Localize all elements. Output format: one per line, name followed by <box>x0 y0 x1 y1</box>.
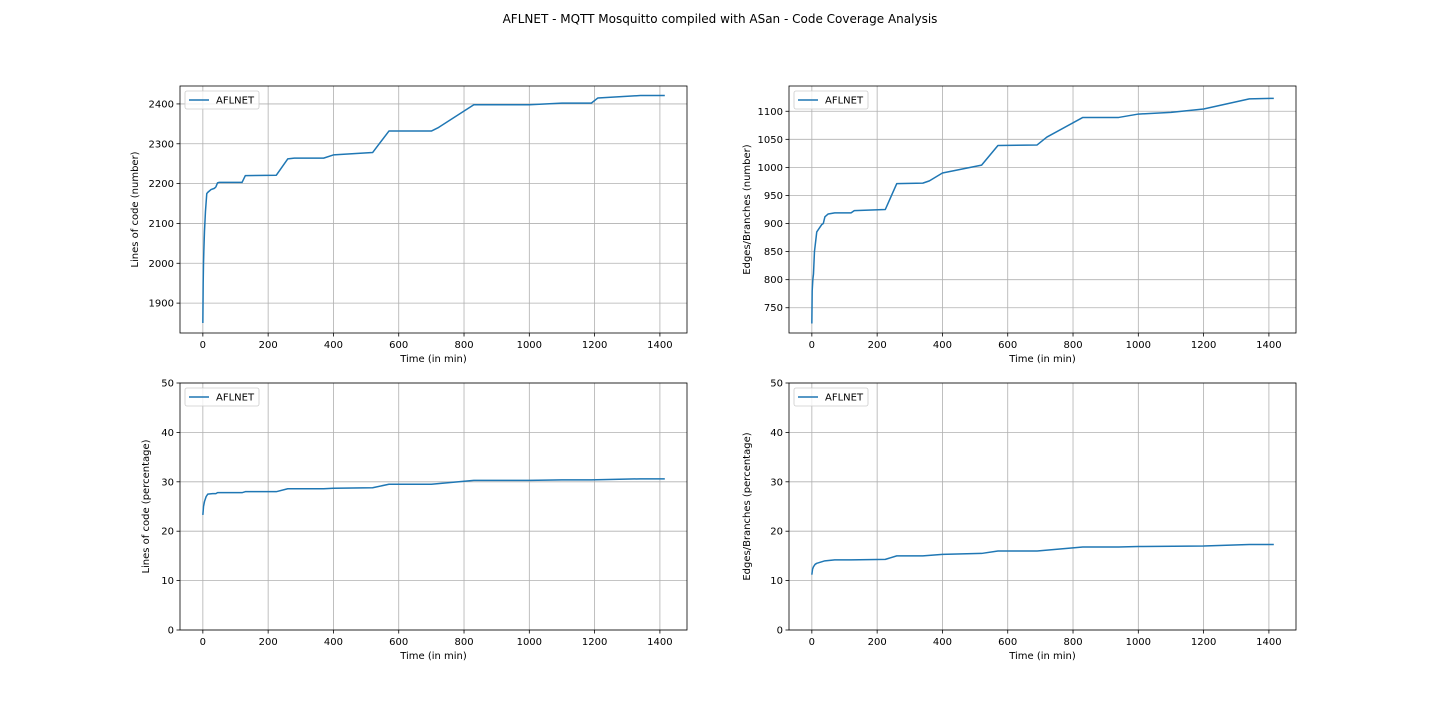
y-tick-label: 1900 <box>149 299 174 310</box>
y-tick-label: 900 <box>764 219 783 230</box>
figure-title: AFLNET - MQTT Mosquitto compiled with AS… <box>503 12 938 26</box>
y-tick-label: 750 <box>764 303 783 314</box>
x-tick-label: 400 <box>933 637 952 648</box>
x-tick-label: 800 <box>454 340 473 351</box>
y-axis-label: Edges/Branches (percentage) <box>742 432 753 580</box>
y-tick-label: 2100 <box>149 219 174 230</box>
chart-loc-count: 0 200 400 600 800 1000 1200 1400 1900 2000 2100 220… <box>130 85 688 365</box>
x-tick-label: 1400 <box>1256 637 1281 648</box>
series-line-aflnet <box>202 94 665 324</box>
legend-box <box>793 387 869 407</box>
legend-label: AFLNET <box>825 96 864 107</box>
y-tick-label: 50 <box>161 379 174 390</box>
x-tick-label: 400 <box>933 340 952 351</box>
x-tick-label: 200 <box>259 637 278 648</box>
plot-area <box>789 383 1296 630</box>
chart-edges-count: 0 200 400 600 800 1000 1200 1400 750 800 850 900 950… <box>742 85 1297 365</box>
x-axis-label: Time (in min) <box>1008 354 1076 365</box>
x-tick-label: 1200 <box>582 340 607 351</box>
x-tick-label: 0 <box>809 637 815 648</box>
legend-box <box>793 90 869 110</box>
y-tick-label: 1100 <box>758 107 783 118</box>
series-line-aflnet <box>202 478 665 515</box>
x-tick-label: 800 <box>454 637 473 648</box>
y-axis-label: Lines of code (percentage) <box>141 439 152 573</box>
y-tick-label: 30 <box>770 477 783 488</box>
legend: AFLNET <box>793 90 869 110</box>
x-tick-label: 1000 <box>517 637 542 648</box>
y-tick-label: 40 <box>770 428 783 439</box>
y-tick-label: 2400 <box>149 99 174 110</box>
y-tick-label: 1050 <box>758 135 783 146</box>
x-tick-label: 200 <box>259 340 278 351</box>
y-tick-label: 20 <box>770 527 783 538</box>
x-tick-label: 400 <box>324 340 343 351</box>
x-axis-label: Time (in min) <box>1008 651 1076 662</box>
chart-edges-pct: 0 200 400 600 800 1000 1200 1400 0 10 20 30 40 50 Time… <box>742 379 1297 662</box>
y-tick-label: 2000 <box>149 259 174 270</box>
x-tick-label: 1000 <box>517 340 542 351</box>
legend: AFLNET <box>793 387 869 407</box>
y-tick-label: 850 <box>764 247 783 258</box>
x-tick-label: 600 <box>998 340 1017 351</box>
y-tick-label: 10 <box>161 576 174 587</box>
axes-frame <box>788 382 1297 631</box>
legend: AFLNET <box>184 387 260 407</box>
plot-area <box>180 86 687 333</box>
x-tick-label: 1200 <box>582 637 607 648</box>
x-tick-label: 1400 <box>647 340 672 351</box>
x-tick-label: 0 <box>200 340 206 351</box>
x-tick-label: 1400 <box>647 637 672 648</box>
axes-frame <box>179 382 688 631</box>
series-line-aflnet <box>811 97 1274 324</box>
y-tick-label: 2200 <box>149 179 174 190</box>
x-tick-label: 600 <box>389 340 408 351</box>
chart-loc-pct: 0 200 400 600 800 1000 1200 1400 0 10 20 30 40 50 Time… <box>141 379 688 662</box>
plot-area <box>180 383 687 630</box>
x-axis-label: Time (in min) <box>399 354 467 365</box>
x-tick-label: 600 <box>389 637 408 648</box>
y-axis-label: Edges/Branches (number) <box>742 144 753 274</box>
x-tick-label: 1200 <box>1191 340 1216 351</box>
x-tick-label: 0 <box>200 637 206 648</box>
y-axis-label: Lines of code (number) <box>130 151 141 267</box>
x-tick-label: 400 <box>324 637 343 648</box>
y-tick-label: 50 <box>770 379 783 390</box>
y-tick-label: 40 <box>161 428 174 439</box>
x-tick-label: 800 <box>1063 340 1082 351</box>
x-tick-label: 200 <box>868 637 887 648</box>
legend-box <box>184 90 260 110</box>
y-tick-label: 20 <box>161 527 174 538</box>
y-tick-label: 0 <box>168 626 174 637</box>
x-tick-label: 1000 <box>1126 637 1151 648</box>
legend-label: AFLNET <box>216 96 255 107</box>
y-tick-label: 30 <box>161 477 174 488</box>
axes-frame <box>179 85 688 334</box>
x-tick-label: 0 <box>809 340 815 351</box>
x-tick-label: 200 <box>868 340 887 351</box>
y-tick-label: 800 <box>764 275 783 286</box>
legend-label: AFLNET <box>825 393 864 404</box>
x-tick-label: 1000 <box>1126 340 1151 351</box>
x-axis-label: Time (in min) <box>399 651 467 662</box>
y-tick-label: 1000 <box>758 163 783 174</box>
x-tick-label: 600 <box>998 637 1017 648</box>
y-tick-label: 10 <box>770 576 783 587</box>
y-tick-label: 2300 <box>149 139 174 150</box>
x-tick-label: 1400 <box>1256 340 1281 351</box>
legend-label: AFLNET <box>216 393 255 404</box>
series-line-aflnet <box>811 543 1274 575</box>
y-tick-label: 0 <box>777 626 783 637</box>
x-tick-label: 800 <box>1063 637 1082 648</box>
legend: AFLNET <box>184 90 260 110</box>
x-tick-label: 1200 <box>1191 637 1216 648</box>
axes-frame <box>788 85 1297 334</box>
legend-box <box>184 387 260 407</box>
y-tick-label: 950 <box>764 191 783 202</box>
